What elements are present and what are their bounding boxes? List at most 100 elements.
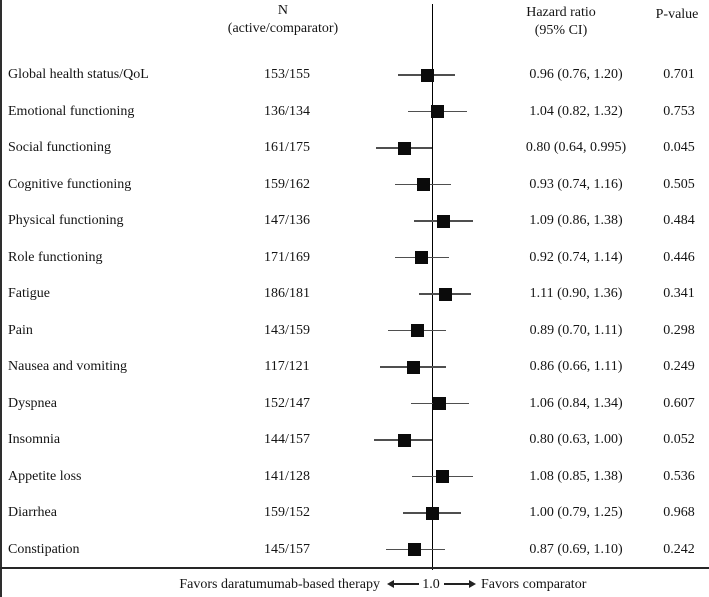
left-border-line [0, 0, 2, 597]
column-header-hr-line1: Hazard ratio [526, 5, 596, 20]
hazard-ratio-marker [415, 251, 429, 264]
right-arrow-shaft [444, 583, 470, 585]
table-row: Physical functioning 147/136 1.09 (0.86, 1… [0, 212, 709, 230]
p-value: 0.341 [663, 286, 695, 301]
left-arrow-head-icon [387, 580, 394, 588]
n-value: 171/169 [264, 249, 310, 265]
n-value: 153/155 [264, 67, 310, 82]
reference-line [431, 4, 434, 570]
favors-right-label: Favors comparator [481, 577, 587, 592]
hazard-ratio-marker [397, 433, 411, 447]
outcome-label: Physical functioning [8, 213, 124, 228]
p-value: 0.536 [663, 468, 695, 484]
p-value: 0.753 [663, 103, 695, 119]
outcome-label: Appetite loss [8, 468, 82, 484]
hazard-ratio-ci-value: 0.80 (0.64, 0.995) [525, 140, 627, 155]
bottom-axis-rule [0, 567, 709, 569]
p-value: 0.249 [663, 359, 695, 374]
outcome-label: Pain [8, 322, 33, 338]
p-value: 0.484 [663, 213, 695, 228]
hazard-ratio-ci-value: 0.89 (0.70, 1.11) [529, 322, 623, 338]
table-row: Insomnia 144/157 0.80 (0.63, 1.00) 0.052 [0, 431, 709, 449]
hazard-ratio-marker [426, 506, 439, 520]
p-value: 0.242 [663, 541, 695, 557]
column-header-hazard-ratio: Hazard ratio (95% CI) [526, 4, 596, 40]
left-arrow-shaft [393, 583, 419, 585]
column-header-n-line1: N [277, 3, 289, 18]
hazard-ratio-ci-value: 1.08 (0.85, 1.38) [529, 468, 623, 484]
hazard-ratio-ci-value: 0.87 (0.69, 1.10) [529, 541, 623, 557]
outcome-label: Dyspnea [8, 395, 57, 411]
column-header-n: N (active/comparator) [228, 2, 338, 38]
table-row: Dyspnea 152/147 1.06 (0.84, 1.34) 0.607 [0, 395, 709, 413]
n-value: 147/136 [264, 213, 310, 228]
hazard-ratio-marker [408, 543, 422, 556]
hazard-ratio-marker [433, 397, 447, 410]
p-value: 0.505 [663, 176, 695, 192]
outcome-label: Role functioning [8, 249, 103, 265]
table-row: Pain 143/159 0.89 (0.70, 1.11) 0.298 [0, 322, 709, 340]
n-value: 143/159 [264, 322, 310, 338]
table-row: Appetite loss 141/128 1.08 (0.85, 1.38) 0.5… [0, 468, 709, 486]
outcome-label: Cognitive functioning [8, 176, 132, 192]
outcome-label: Emotional functioning [8, 103, 135, 119]
n-value: 152/147 [264, 395, 310, 411]
outcome-label: Insomnia [8, 432, 61, 447]
outcome-label: Fatigue [8, 286, 50, 301]
column-header-hr-line2: (95% CI) [534, 23, 588, 38]
table-row: Role functioning 171/169 0.92 (0.74, 1.14)… [0, 249, 709, 267]
hazard-ratio-ci-value: 1.00 (0.79, 1.25) [529, 505, 623, 520]
hazard-ratio-ci-value: 0.86 (0.66, 1.11) [529, 359, 623, 374]
n-value: 161/175 [264, 140, 310, 155]
n-value: 117/121 [264, 359, 310, 374]
hazard-ratio-ci-value: 0.96 (0.76, 1.20) [529, 67, 623, 82]
table-row: Emotional functioning 136/134 1.04 (0.82, … [0, 103, 709, 121]
table-row: Constipation 145/157 0.87 (0.69, 1.10) 0.24… [0, 541, 709, 559]
hazard-ratio-ci-value: 0.93 (0.74, 1.16) [529, 176, 623, 192]
p-value: 0.607 [663, 395, 695, 411]
outcome-label: Diarrhea [8, 505, 57, 520]
outcome-label: Social functioning [8, 140, 112, 155]
p-value: 0.701 [663, 67, 695, 82]
column-header-p-label: P-value [655, 7, 699, 22]
column-header-p-value: P-value [656, 6, 699, 24]
table-row: Fatigue 186/181 1.11 (0.90, 1.36) 0.341 [0, 285, 709, 303]
n-value: 159/152 [264, 505, 310, 520]
n-value: 145/157 [264, 541, 310, 557]
table-row: Nausea and vomiting 117/121 0.86 (0.66, 1.… [0, 358, 709, 376]
p-value: 0.446 [663, 249, 695, 265]
hazard-ratio-marker [435, 470, 449, 483]
outcome-label: Global health status/QoL [8, 67, 149, 82]
table-row: Social functioning 161/175 0.80 (0.64, 0.9… [0, 139, 709, 157]
left-arrow-icon [387, 580, 419, 588]
table-row: Cognitive functioning 159/162 0.93 (0.74, … [0, 176, 709, 194]
hazard-ratio-marker [439, 287, 453, 301]
hazard-ratio-marker [397, 141, 411, 155]
table-row: Global health status/QoL 153/155 0.96 (0.7… [0, 66, 709, 84]
hazard-ratio-ci-value: 1.04 (0.82, 1.32) [529, 103, 623, 119]
hazard-ratio-marker [436, 214, 450, 228]
n-value: 159/162 [264, 176, 310, 192]
table-row: Diarrhea 159/152 1.00 (0.79, 1.25) 0.968 [0, 504, 709, 522]
p-value: 0.052 [663, 432, 695, 447]
hazard-ratio-marker [420, 68, 434, 82]
reference-value-label: 1.0 [422, 577, 440, 592]
hazard-ratio-marker [430, 105, 444, 118]
hazard-ratio-ci-value: 1.06 (0.84, 1.34) [529, 395, 623, 411]
outcome-label: Nausea and vomiting [8, 359, 127, 374]
p-value: 0.968 [663, 505, 695, 520]
hazard-ratio-marker [416, 178, 430, 191]
hazard-ratio-ci-value: 1.11 (0.90, 1.36) [529, 286, 623, 301]
favors-left-label: Favors daratumumab-based therapy [179, 577, 380, 592]
p-value: 0.045 [663, 140, 695, 155]
n-value: 144/157 [264, 432, 310, 447]
hazard-ratio-marker [411, 324, 425, 337]
hazard-ratio-ci-value: 1.09 (0.86, 1.38) [529, 213, 623, 228]
outcome-label: Constipation [8, 541, 80, 557]
hazard-ratio-marker [407, 360, 420, 374]
n-value: 136/134 [264, 103, 310, 119]
n-value: 186/181 [264, 286, 310, 301]
right-arrow-head-icon [469, 580, 476, 588]
hazard-ratio-ci-value: 0.80 (0.63, 1.00) [529, 432, 623, 447]
